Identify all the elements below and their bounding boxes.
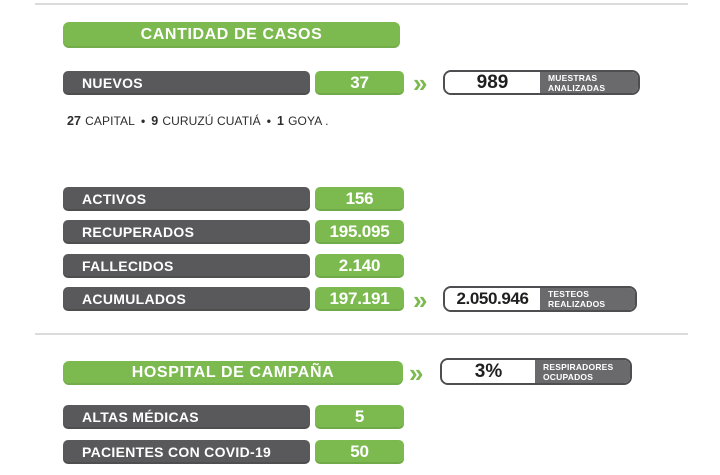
testeos-value: 2.050.946 [445, 288, 540, 310]
cases-section-title: CANTIDAD DE CASOS [63, 22, 400, 48]
hospital-section-title: HOSPITAL DE CAMPAÑA [63, 361, 403, 385]
breakdown-count: 27 [67, 114, 82, 128]
muestras-label: MUESTRAS ANALIZADAS [540, 72, 638, 93]
testeos-label: TESTEOS REALIZADOS [540, 288, 635, 310]
breakdown-place: CURUZÚ CUATIÁ [162, 114, 261, 128]
stat-value-pacientes-covid: 50 [315, 440, 404, 464]
testeos-realizados-badge: 2.050.946 TESTEOS REALIZADOS [443, 286, 637, 312]
chevron-right-icon: » [413, 68, 428, 98]
respiradores-value: 3% [442, 360, 535, 383]
stat-row-altas-medicas: ALTAS MÉDICAS [63, 405, 310, 429]
breakdown-count: 9 [151, 114, 159, 128]
chevron-right-icon: » [413, 285, 428, 315]
stat-value-nuevos: 37 [315, 71, 404, 95]
nuevos-breakdown: 27 CAPITAL • 9 CURUZÚ CUATIÁ • 1 GOYA . [67, 114, 329, 128]
breakdown-count: 1 [277, 114, 285, 128]
respiradores-label: RESPIRADORES OCUPADOS [535, 360, 630, 383]
muestras-analizadas-badge: 989 MUESTRAS ANALIZADAS [443, 70, 640, 95]
stat-row-recuperados: RECUPERADOS [63, 220, 310, 244]
bullet-separator: • [266, 114, 272, 128]
stat-row-activos: ACTIVOS [63, 187, 310, 211]
stat-row-nuevos: NUEVOS [63, 71, 310, 95]
breakdown-place: GOYA . [288, 114, 329, 128]
stat-row-acumulados: ACUMULADOS [63, 287, 310, 311]
stat-value-recuperados: 195.095 [315, 220, 404, 244]
stat-value-altas-medicas: 5 [315, 405, 404, 429]
stat-row-fallecidos: FALLECIDOS [63, 254, 310, 278]
section-divider [35, 333, 688, 335]
stat-value-activos: 156 [315, 187, 404, 211]
top-divider [35, 3, 688, 5]
muestras-value: 989 [445, 72, 540, 93]
stat-value-acumulados: 197.191 [315, 287, 404, 311]
respiradores-ocupados-badge: 3% RESPIRADORES OCUPADOS [440, 358, 632, 385]
stat-row-pacientes-covid: PACIENTES CON COVID-19 [63, 440, 310, 464]
stat-label-nuevos: NUEVOS [82, 75, 143, 91]
chevron-right-icon: » [409, 358, 424, 388]
breakdown-place: CAPITAL [85, 114, 135, 128]
bullet-separator: • [140, 114, 146, 128]
stat-value-fallecidos: 2.140 [315, 254, 404, 278]
